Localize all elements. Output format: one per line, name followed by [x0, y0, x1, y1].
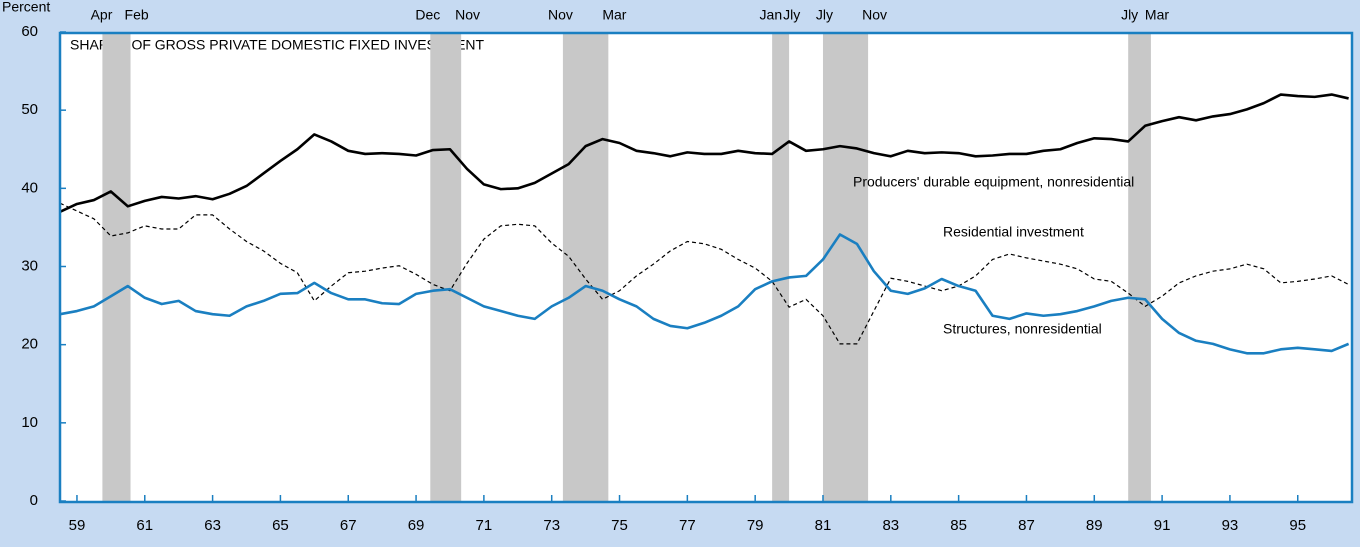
y-tick-label: 20: [21, 336, 38, 353]
x-tick-label: 67: [340, 517, 357, 534]
y-tick-label: 10: [21, 414, 38, 431]
plot-border: [58, 31, 1354, 504]
x-tick-label: 81: [815, 517, 832, 534]
series-line: [59, 233, 1350, 355]
recession-band: [1128, 34, 1151, 501]
plot-area: [60, 33, 1352, 502]
y-tick-label: 40: [21, 179, 38, 196]
recession-band: [102, 34, 131, 501]
recession-end-label: Nov: [455, 7, 480, 23]
recession-start-label: Jly: [1121, 7, 1138, 23]
recession-start-label: Dec: [415, 7, 440, 23]
x-tick-label: 69: [408, 517, 425, 534]
recession-end-label: Feb: [125, 7, 149, 23]
y-tick-label: 0: [30, 492, 38, 509]
x-tick-label: 89: [1086, 517, 1103, 534]
series-line: [59, 202, 1349, 345]
y-tick-label: 50: [21, 101, 38, 118]
series-line: [59, 93, 1349, 213]
x-tick-label: 77: [679, 517, 696, 534]
x-tick-label: 63: [204, 517, 221, 534]
x-tick-label: 65: [272, 517, 289, 534]
x-tick-label: 85: [950, 517, 967, 534]
recession-start-label: Jly: [816, 7, 833, 23]
series-label: Residential investment: [943, 224, 1084, 240]
x-tick-label: 71: [476, 517, 493, 534]
recession-end-label: Mar: [1145, 7, 1169, 23]
series-label: Producers' durable equipment, nonresiden…: [853, 174, 1134, 190]
x-tick-label: 93: [1222, 517, 1239, 534]
recession-start-label: Nov: [548, 7, 573, 23]
chart-title: SHARES OF GROSS PRIVATE DOMESTIC FIXED I…: [70, 37, 485, 53]
x-tick-label: 95: [1289, 517, 1306, 534]
y-tick-label: 30: [21, 257, 38, 274]
recession-end-label: Nov: [862, 7, 887, 23]
y-tick-label: 60: [21, 23, 38, 40]
x-tick-label: 87: [1018, 517, 1035, 534]
recession-band: [822, 34, 869, 501]
recession-start-label: Apr: [91, 7, 113, 23]
recession-start-label: Jan: [760, 7, 783, 23]
x-tick-label: 75: [611, 517, 628, 534]
recession-end-label: Mar: [602, 7, 626, 23]
x-tick-label: 73: [543, 517, 560, 534]
x-tick-label: 83: [882, 517, 899, 534]
series-label: Structures, nonresidential: [943, 321, 1102, 337]
x-tick-label: 61: [136, 517, 153, 534]
recession-band: [562, 34, 609, 501]
recession-band: [772, 34, 790, 501]
recession-band: [430, 34, 462, 501]
y-axis-label: Percent: [2, 0, 50, 15]
x-tick-label: 79: [747, 517, 764, 534]
x-tick-label: 59: [69, 517, 86, 534]
recession-end-label: Jly: [783, 7, 800, 23]
x-tick-label: 91: [1154, 517, 1171, 534]
